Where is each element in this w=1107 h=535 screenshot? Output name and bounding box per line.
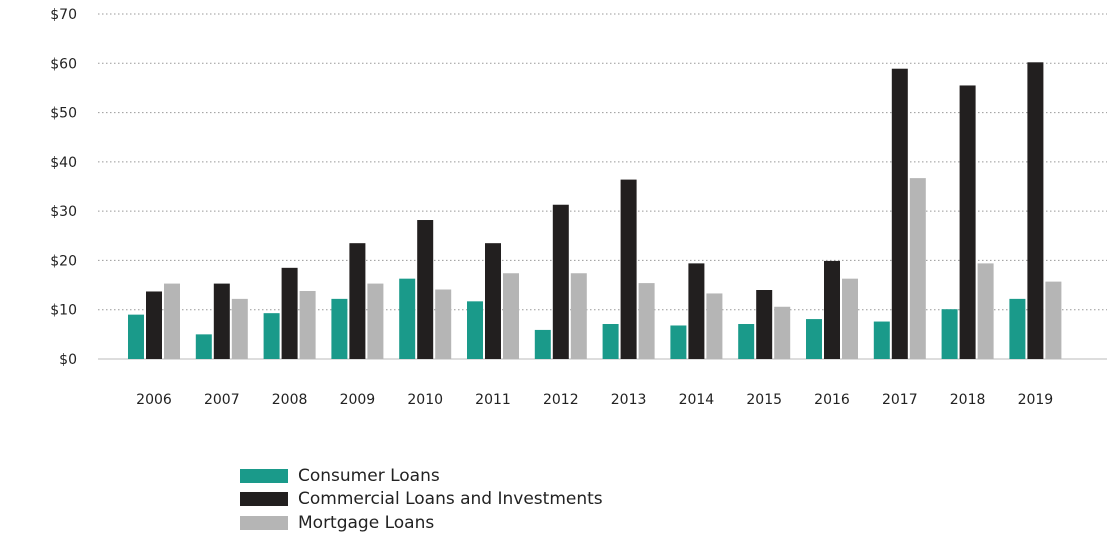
x-tick-label: 2017 <box>882 392 918 408</box>
legend-swatch-consumer-loans <box>240 468 288 483</box>
y-tick-label: $0 <box>59 352 77 368</box>
x-tick-label: 2015 <box>746 392 782 408</box>
bar <box>164 283 180 359</box>
bar <box>128 314 144 359</box>
bar <box>909 178 926 359</box>
bar <box>670 325 687 359</box>
bar <box>399 278 416 359</box>
bar <box>331 298 348 359</box>
bar <box>146 291 162 359</box>
y-tick-label: $70 <box>50 7 77 23</box>
legend-item-mortgage-loans: Mortgage Loans <box>240 511 603 535</box>
bar <box>941 309 958 359</box>
x-tick-label: 2009 <box>340 392 376 408</box>
bar <box>570 273 587 359</box>
bar <box>231 298 248 359</box>
bar <box>485 243 501 359</box>
bar <box>977 263 994 359</box>
bar <box>620 179 637 359</box>
bar <box>873 321 890 359</box>
y-tick-label: $30 <box>50 204 77 220</box>
bar <box>688 263 705 359</box>
bar <box>435 289 452 359</box>
bar <box>503 273 519 359</box>
x-tick-label: 2007 <box>204 392 240 408</box>
legend-swatch-commercial-loans <box>240 492 288 507</box>
bar <box>367 283 384 359</box>
y-tick-label: $60 <box>50 56 77 72</box>
legend-item-consumer-loans: Consumer Loans <box>240 464 603 488</box>
y-tick-label: $40 <box>50 155 77 171</box>
bar <box>213 283 230 359</box>
legend-label-mortgage-loans: Mortgage Loans <box>298 512 435 533</box>
bar <box>756 290 773 359</box>
bar <box>195 334 212 359</box>
y-tick-label: $10 <box>50 303 77 319</box>
x-tick-label: 2010 <box>407 392 443 408</box>
bar <box>959 85 976 359</box>
x-tick-label: 2014 <box>679 392 715 408</box>
bar <box>806 319 822 359</box>
chart-legend: Consumer Loans Commercial Loans and Inve… <box>240 464 603 535</box>
bar <box>299 290 316 359</box>
bar <box>602 324 619 359</box>
bar <box>534 329 551 359</box>
bar <box>1027 62 1044 360</box>
bar <box>1045 281 1062 359</box>
bar <box>706 293 723 359</box>
y-tick-label: $50 <box>50 106 77 122</box>
legend-item-commercial-loans: Commercial Loans and Investments <box>240 488 603 512</box>
x-tick-label: 2013 <box>611 392 647 408</box>
legend-label-consumer-loans: Consumer Loans <box>298 465 440 486</box>
bar <box>638 283 655 359</box>
bar <box>467 301 483 359</box>
legend-swatch-mortgage-loans <box>240 515 288 530</box>
x-tick-label: 2006 <box>136 392 172 408</box>
x-tick-label: 2018 <box>950 392 986 408</box>
bar <box>842 278 858 359</box>
bar <box>774 306 791 359</box>
bar <box>552 204 569 359</box>
x-tick-label: 2011 <box>475 392 511 408</box>
bar <box>349 243 366 359</box>
bar <box>738 324 755 359</box>
x-tick-label: 2012 <box>543 392 579 408</box>
bar <box>263 313 280 359</box>
legend-label-commercial-loans: Commercial Loans and Investments <box>298 489 603 510</box>
x-tick-label: 2019 <box>1018 392 1054 408</box>
bar <box>417 220 434 359</box>
bar <box>1009 298 1026 359</box>
bar <box>824 260 840 359</box>
y-tick-label: $20 <box>50 253 77 269</box>
x-tick-label: 2016 <box>814 392 850 408</box>
bar <box>891 68 908 359</box>
x-tick-label: 2008 <box>272 392 308 408</box>
bar <box>281 267 298 359</box>
